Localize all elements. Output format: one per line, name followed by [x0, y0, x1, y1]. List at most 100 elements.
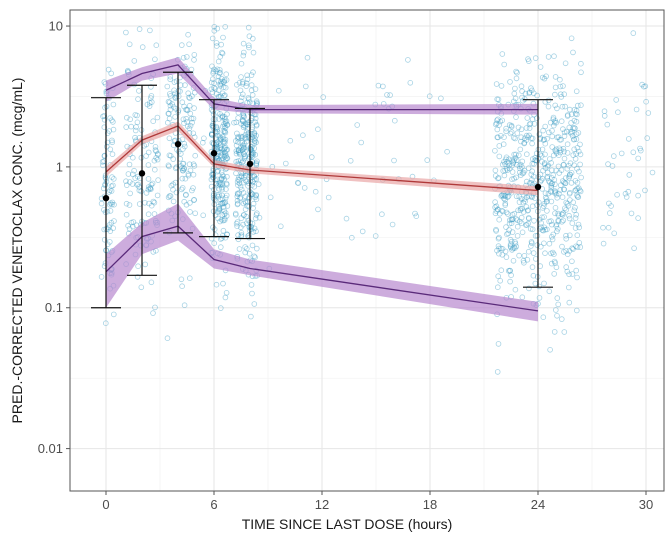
- observed-point: [553, 264, 560, 271]
- observed-point: [568, 180, 575, 186]
- observed-point: [181, 140, 188, 147]
- observed-point: [152, 56, 158, 63]
- observed-median-point: [534, 183, 542, 191]
- observed-point: [183, 115, 190, 122]
- observed-point: [183, 202, 190, 208]
- observed-point: [128, 123, 135, 130]
- observed-point: [145, 186, 152, 193]
- observed-point: [566, 215, 573, 222]
- observed-point: [514, 233, 521, 239]
- observed-point: [566, 175, 572, 181]
- observed-point: [573, 267, 579, 274]
- observed-point: [127, 190, 133, 197]
- observed-point: [561, 179, 567, 186]
- observed-point: [247, 146, 254, 152]
- observed-point: [552, 205, 559, 211]
- observed-point: [184, 123, 191, 130]
- observed-point: [148, 93, 155, 99]
- observed-point: [551, 329, 558, 335]
- observed-point: [563, 248, 569, 254]
- observed-point: [214, 132, 221, 139]
- observed-point: [130, 171, 136, 178]
- observed-point: [574, 192, 580, 199]
- observed-point: [234, 219, 241, 225]
- observed-point: [573, 211, 579, 218]
- observed-point: [545, 54, 552, 60]
- observed-point: [222, 144, 229, 151]
- observed-point: [235, 176, 242, 183]
- observed-point: [222, 84, 229, 91]
- observed-point: [525, 58, 532, 64]
- observed-point: [501, 172, 508, 179]
- observed-point: [502, 200, 509, 207]
- observed-point: [528, 180, 535, 186]
- observed-point: [221, 200, 228, 207]
- observed-point: [573, 307, 580, 314]
- observed-point: [277, 223, 284, 230]
- observed-point: [212, 116, 219, 123]
- observed-point: [495, 116, 501, 123]
- observed-point: [509, 216, 516, 223]
- observed-point: [518, 196, 525, 202]
- observed-point: [170, 186, 176, 193]
- observed-point: [191, 197, 198, 203]
- observed-point: [645, 110, 652, 116]
- observed-point: [520, 98, 526, 104]
- observed-point: [550, 114, 557, 121]
- observed-point: [525, 220, 531, 227]
- observed-point: [238, 144, 244, 151]
- observed-point: [244, 72, 250, 79]
- observed-point: [542, 250, 548, 257]
- observed-point: [558, 118, 565, 124]
- observed-point: [212, 128, 218, 135]
- observed-point: [218, 152, 224, 159]
- observed-point: [541, 161, 548, 168]
- observed-point: [240, 143, 246, 149]
- observed-point: [531, 180, 537, 187]
- observed-point: [185, 172, 192, 179]
- observed-point: [179, 42, 185, 48]
- observed-point: [240, 142, 246, 149]
- observed-point: [220, 151, 226, 158]
- observed-point: [574, 185, 580, 192]
- observed-point: [132, 175, 139, 181]
- observed-point: [549, 144, 555, 150]
- observed-point: [547, 346, 553, 353]
- observed-point: [544, 175, 551, 181]
- observed-point: [221, 211, 228, 217]
- observed-point: [495, 134, 501, 141]
- observed-point: [519, 205, 525, 212]
- observed-point: [126, 41, 133, 48]
- observed-point: [238, 74, 244, 80]
- observed-point: [509, 176, 515, 183]
- observed-point: [145, 184, 152, 190]
- observed-point: [573, 151, 579, 157]
- observed-point: [236, 80, 243, 86]
- observed-point: [251, 184, 258, 190]
- observed-point: [142, 261, 149, 268]
- observed-point: [541, 75, 548, 82]
- observed-point: [541, 136, 547, 143]
- lower-percentile-line: [105, 225, 539, 312]
- observed-point: [536, 283, 542, 290]
- observed-point: [506, 165, 513, 172]
- observed-median-point: [246, 160, 254, 168]
- observed-point: [222, 124, 229, 131]
- observed-point: [220, 173, 227, 180]
- observed-point: [236, 180, 243, 187]
- observed-point: [167, 153, 174, 159]
- observed-point: [523, 222, 529, 228]
- observed-point: [110, 119, 116, 125]
- observed-point: [577, 188, 584, 195]
- observed-point: [250, 69, 256, 75]
- observed-point: [287, 137, 294, 144]
- observed-point: [623, 194, 630, 200]
- observed-point: [507, 243, 514, 249]
- observed-point: [495, 273, 502, 280]
- observed-point: [549, 236, 556, 243]
- observed-point: [502, 248, 509, 255]
- observed-point: [554, 312, 560, 319]
- observed-point: [572, 187, 578, 194]
- observed-point: [561, 205, 568, 212]
- observed-point: [572, 125, 578, 132]
